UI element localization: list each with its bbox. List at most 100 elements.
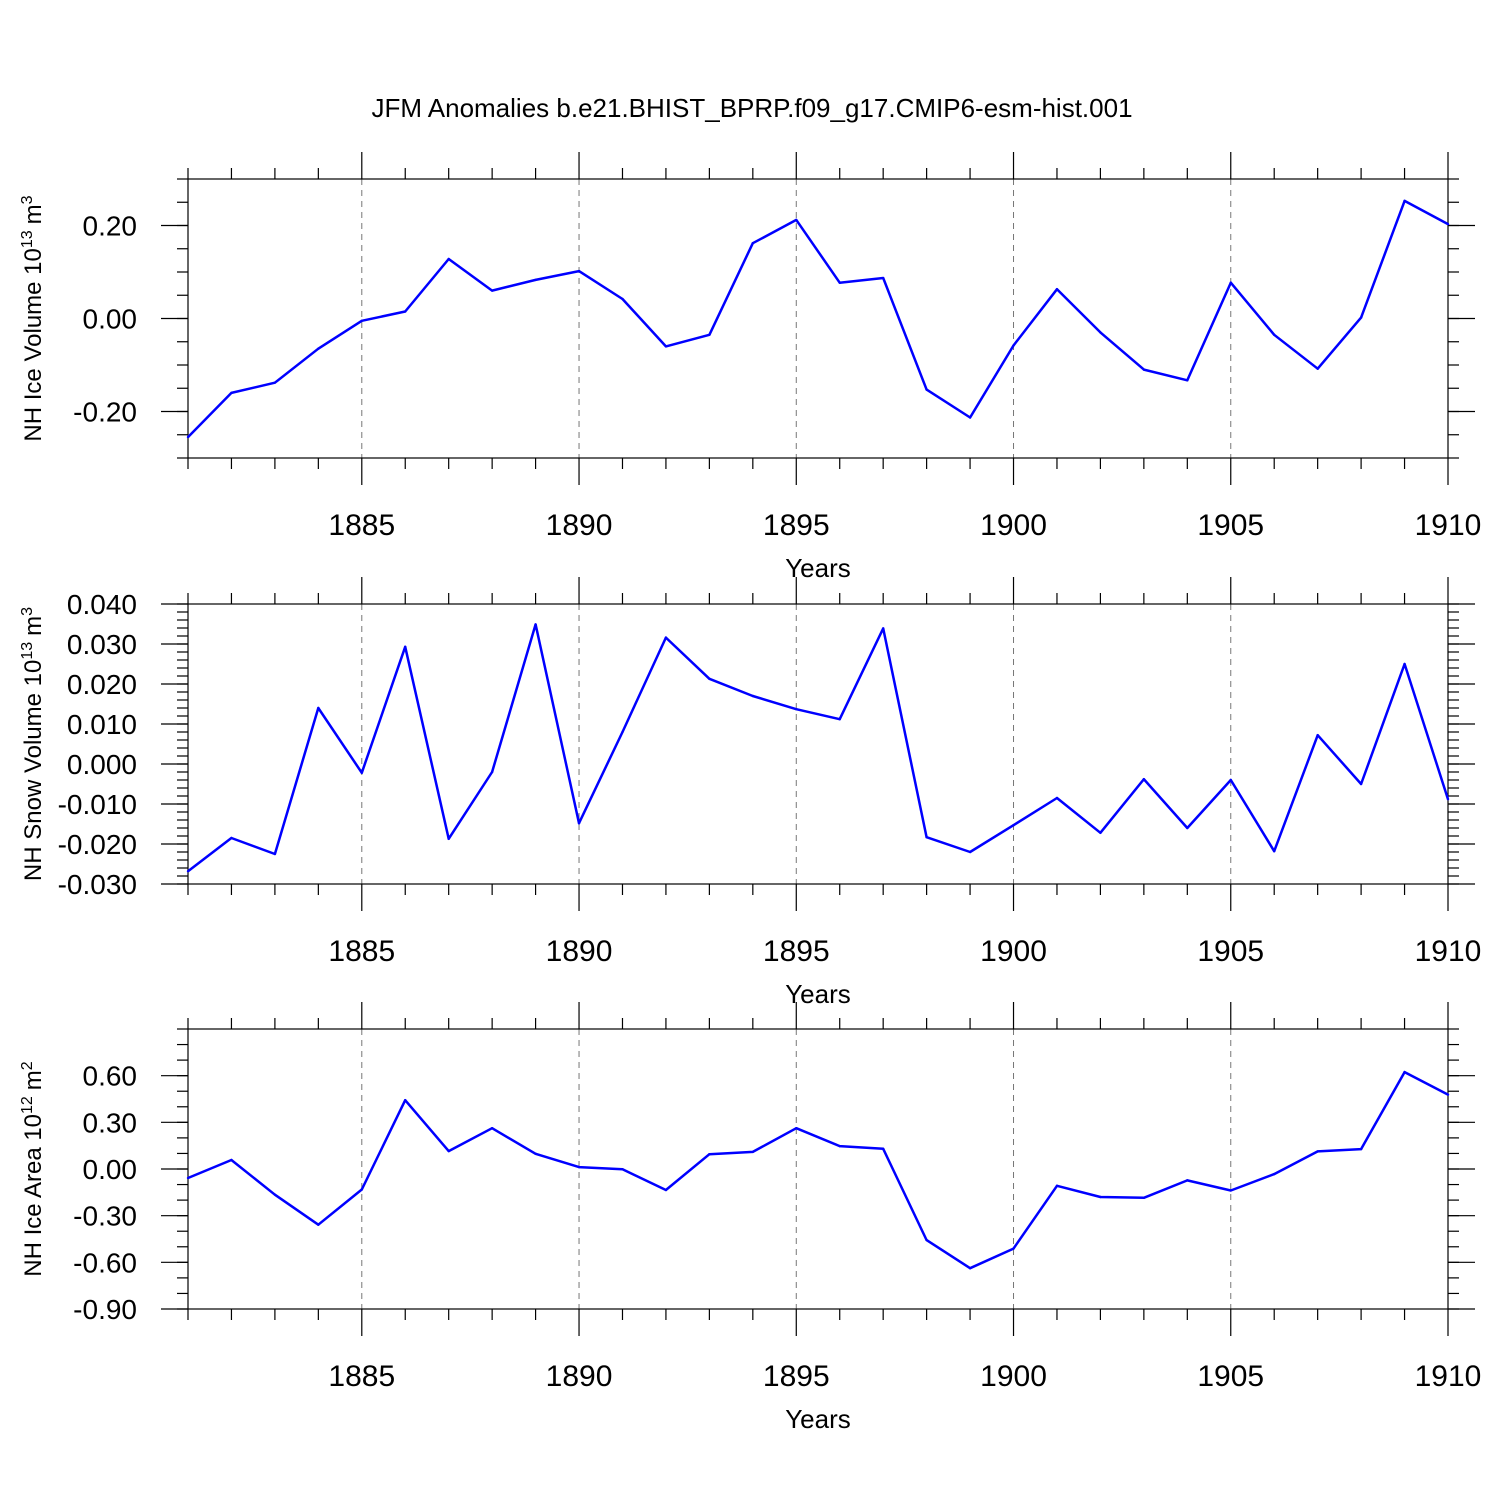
data-point <box>1142 1196 1146 1199</box>
data-point <box>621 730 624 734</box>
x-tick-label: 1885 <box>328 509 395 542</box>
data-point <box>751 1150 755 1154</box>
data-point <box>317 347 320 350</box>
y-axis-label: NH Ice Area 1012 m2 <box>19 1061 47 1277</box>
data-point <box>1359 782 1363 786</box>
data-point <box>447 837 450 840</box>
data-point <box>1403 199 1406 203</box>
data-point <box>1012 824 1015 827</box>
panel-1: 0.20 0.00 -0.20 1885 1890 1895 1900 1905 1910 Yea… <box>19 152 1481 583</box>
data-point <box>1229 778 1232 782</box>
data-point <box>273 1193 277 1196</box>
y-axis-label-unit: m <box>20 204 47 224</box>
data-point <box>404 645 407 648</box>
data-point <box>317 1223 320 1226</box>
data-point <box>968 1267 972 1270</box>
data-point <box>534 1152 537 1155</box>
data-point <box>317 706 320 710</box>
data-point <box>1403 1070 1406 1074</box>
y-tick-label: 0.60 <box>83 1061 138 1092</box>
x-axis-label: Years <box>785 1404 851 1434</box>
data-point <box>795 708 798 711</box>
data-point <box>490 770 494 774</box>
data-point <box>708 333 711 336</box>
x-tick-label: 1895 <box>763 509 830 542</box>
data-point <box>447 1149 450 1153</box>
x-tick-label: 1890 <box>546 1360 613 1393</box>
y-axis-label-text: NH Snow Volume 10 <box>20 660 47 881</box>
y-axis-label-unit: m <box>20 616 47 636</box>
plot-frame <box>187 1028 1449 1310</box>
data-point <box>230 1158 233 1162</box>
y-tick-label: 0.040 <box>67 589 137 620</box>
x-tick-label: 1900 <box>980 1360 1047 1393</box>
data-point <box>795 218 798 222</box>
y-axis-label-exponent: 13 <box>19 642 36 660</box>
y-axis-label-unit: m <box>20 1070 47 1090</box>
x-tick-label: 1900 <box>980 509 1047 542</box>
data-point <box>838 1144 841 1148</box>
data-point <box>664 636 668 639</box>
x-tick-label: 1910 <box>1415 935 1482 968</box>
data-point <box>1273 333 1276 336</box>
x-tick-label: 1890 <box>546 509 613 542</box>
data-point <box>1446 798 1450 801</box>
y-tick-label: 0.00 <box>83 1154 138 1185</box>
x-tick-label: 1910 <box>1415 1360 1482 1393</box>
data-point <box>1142 368 1146 371</box>
data-point <box>1229 1189 1232 1192</box>
data-point <box>230 836 233 840</box>
data-point <box>1359 316 1363 319</box>
data-point <box>925 1238 928 1242</box>
data-point <box>360 771 363 774</box>
y-tick-label: 0.30 <box>83 1107 138 1138</box>
data-point <box>1055 1184 1059 1188</box>
data-point <box>1229 281 1232 284</box>
panel-3: 0.60 0.30 0.00 -0.30 -0.60 -0.90 1885 1890 1895 1… <box>19 1002 1481 1434</box>
y-axis-label: NH Snow Volume 1013 m3 <box>19 607 47 881</box>
y-tick-label: 0.020 <box>67 669 137 700</box>
data-point <box>534 623 537 626</box>
data-point <box>664 1188 668 1192</box>
y-tick-label: -0.020 <box>58 829 137 860</box>
x-tick-label: 1890 <box>546 935 613 968</box>
y-tick-label: 0.000 <box>67 749 137 780</box>
data-point <box>577 822 581 825</box>
data-point <box>1012 1247 1015 1250</box>
data-point <box>1055 288 1059 291</box>
x-tick-label: 1885 <box>328 935 395 968</box>
data-point <box>838 718 841 721</box>
x-tick-label: 1905 <box>1197 935 1264 968</box>
data-point <box>1273 1172 1276 1176</box>
data-point <box>968 416 972 419</box>
x-tick-label: 1905 <box>1197 1360 1264 1393</box>
data-point <box>1186 826 1189 830</box>
data-point <box>881 1147 885 1150</box>
series-line-2 <box>187 623 1450 873</box>
y-axis-label-text: NH Ice Volume 10 <box>20 248 47 441</box>
data-point <box>621 297 624 301</box>
series-line-3 <box>187 1070 1449 1270</box>
data-point <box>577 269 581 273</box>
data-point <box>1359 1147 1363 1151</box>
data-point <box>577 1165 581 1169</box>
x-tick-label: 1905 <box>1197 509 1264 542</box>
data-point <box>881 276 885 280</box>
data-point <box>838 281 841 284</box>
y-axis-label-exponent: 12 <box>19 1096 36 1114</box>
data-point <box>186 1176 190 1180</box>
data-point <box>708 677 711 680</box>
y-axis-label-text: NH Ice Area 10 <box>20 1114 47 1277</box>
data-point <box>621 1168 624 1171</box>
y-tick-label: -0.030 <box>58 869 137 900</box>
data-point <box>490 1127 494 1130</box>
y-tick-label: -0.60 <box>73 1247 137 1278</box>
data-point <box>925 836 928 839</box>
y-tick-label: 0.030 <box>67 629 137 660</box>
data-point <box>1055 796 1059 800</box>
data-point <box>273 381 277 384</box>
y-axis-label-unit-exponent: 2 <box>19 1061 36 1070</box>
data-point <box>230 391 233 395</box>
data-point <box>1316 1150 1319 1153</box>
data-point <box>1403 662 1406 666</box>
